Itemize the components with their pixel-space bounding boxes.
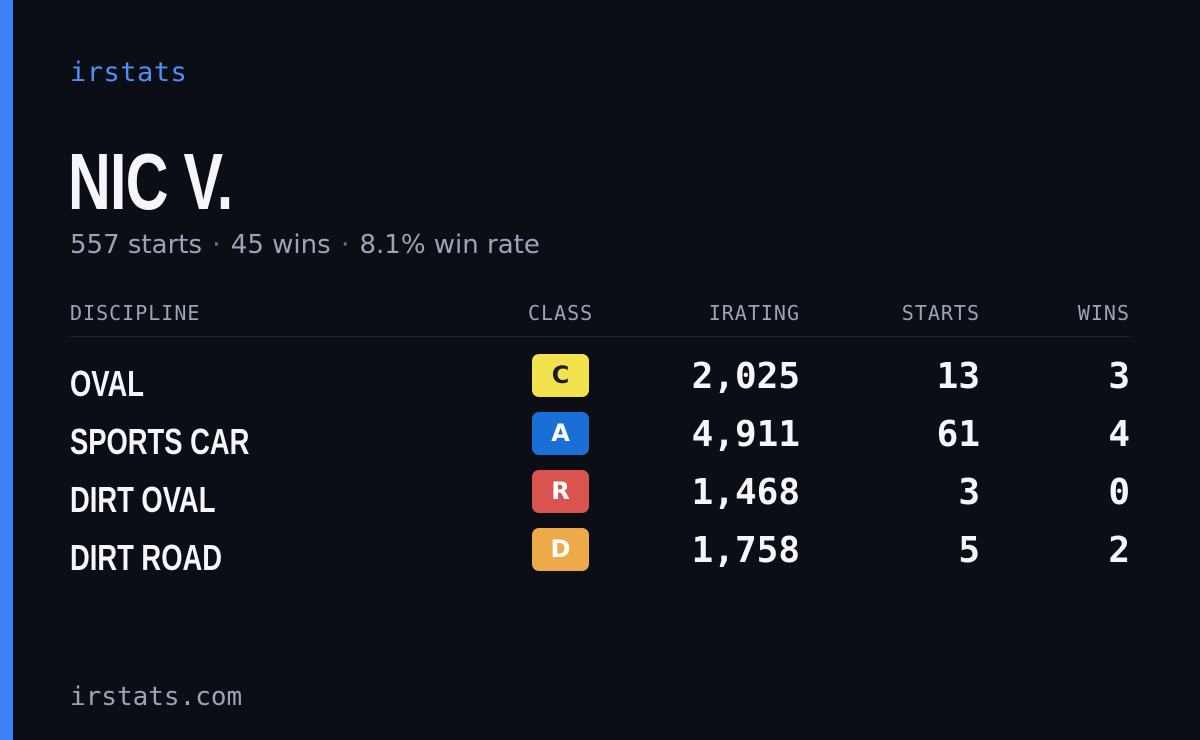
wins-total: 45 wins bbox=[230, 230, 331, 260]
player-name: NIC V. bbox=[68, 137, 233, 226]
column-header-irating: IRATING bbox=[708, 301, 800, 325]
column-header-class: CLASS bbox=[528, 301, 594, 325]
player-summary: 557 starts · 45 wins · 8.1% win rate bbox=[70, 228, 540, 262]
column-header-discipline: DISCIPLINE bbox=[70, 301, 201, 325]
wins-value: 2 bbox=[1108, 530, 1130, 571]
column-header-wins: WINS bbox=[1077, 301, 1130, 325]
starts-value: 61 bbox=[936, 414, 980, 455]
column-header-starts: STARTS bbox=[901, 301, 980, 325]
wins-value: 3 bbox=[1108, 356, 1130, 397]
win-rate: 8.1% win rate bbox=[359, 230, 540, 260]
discipline-name: DIRT ROAD bbox=[70, 537, 222, 578]
irating-value: 1,468 bbox=[691, 472, 800, 513]
starts-total: 557 starts bbox=[70, 230, 202, 260]
license-class-badge: A bbox=[532, 412, 589, 455]
discipline-name: SPORTS CAR bbox=[70, 421, 250, 462]
table-row: DIRT OVAL R 1,468 3 0 bbox=[70, 470, 1130, 528]
header-divider bbox=[70, 336, 1130, 337]
summary-separator: · bbox=[212, 230, 221, 260]
irating-value: 4,911 bbox=[691, 414, 800, 455]
table-row: SPORTS CAR A 4,911 61 4 bbox=[70, 412, 1130, 470]
irating-value: 1,758 bbox=[691, 530, 800, 571]
brand-logo: irstats bbox=[70, 57, 188, 88]
starts-value: 13 bbox=[936, 356, 980, 397]
table-row: DIRT ROAD D 1,758 5 2 bbox=[70, 528, 1130, 586]
starts-value: 3 bbox=[958, 472, 980, 513]
table-row: OVAL C 2,025 13 3 bbox=[70, 354, 1130, 412]
irating-value: 2,025 bbox=[691, 356, 800, 397]
starts-value: 5 bbox=[958, 530, 980, 571]
summary-separator: · bbox=[340, 230, 350, 260]
license-class-badge: D bbox=[532, 528, 589, 571]
discipline-name: OVAL bbox=[70, 363, 144, 404]
license-class-badge: R bbox=[532, 470, 589, 513]
wins-value: 4 bbox=[1108, 414, 1130, 455]
wins-value: 0 bbox=[1108, 472, 1130, 513]
license-class-badge: C bbox=[532, 354, 589, 397]
accent-bar bbox=[0, 0, 13, 740]
discipline-name: DIRT OVAL bbox=[70, 479, 216, 520]
footer-url: irstats.com bbox=[70, 682, 243, 712]
